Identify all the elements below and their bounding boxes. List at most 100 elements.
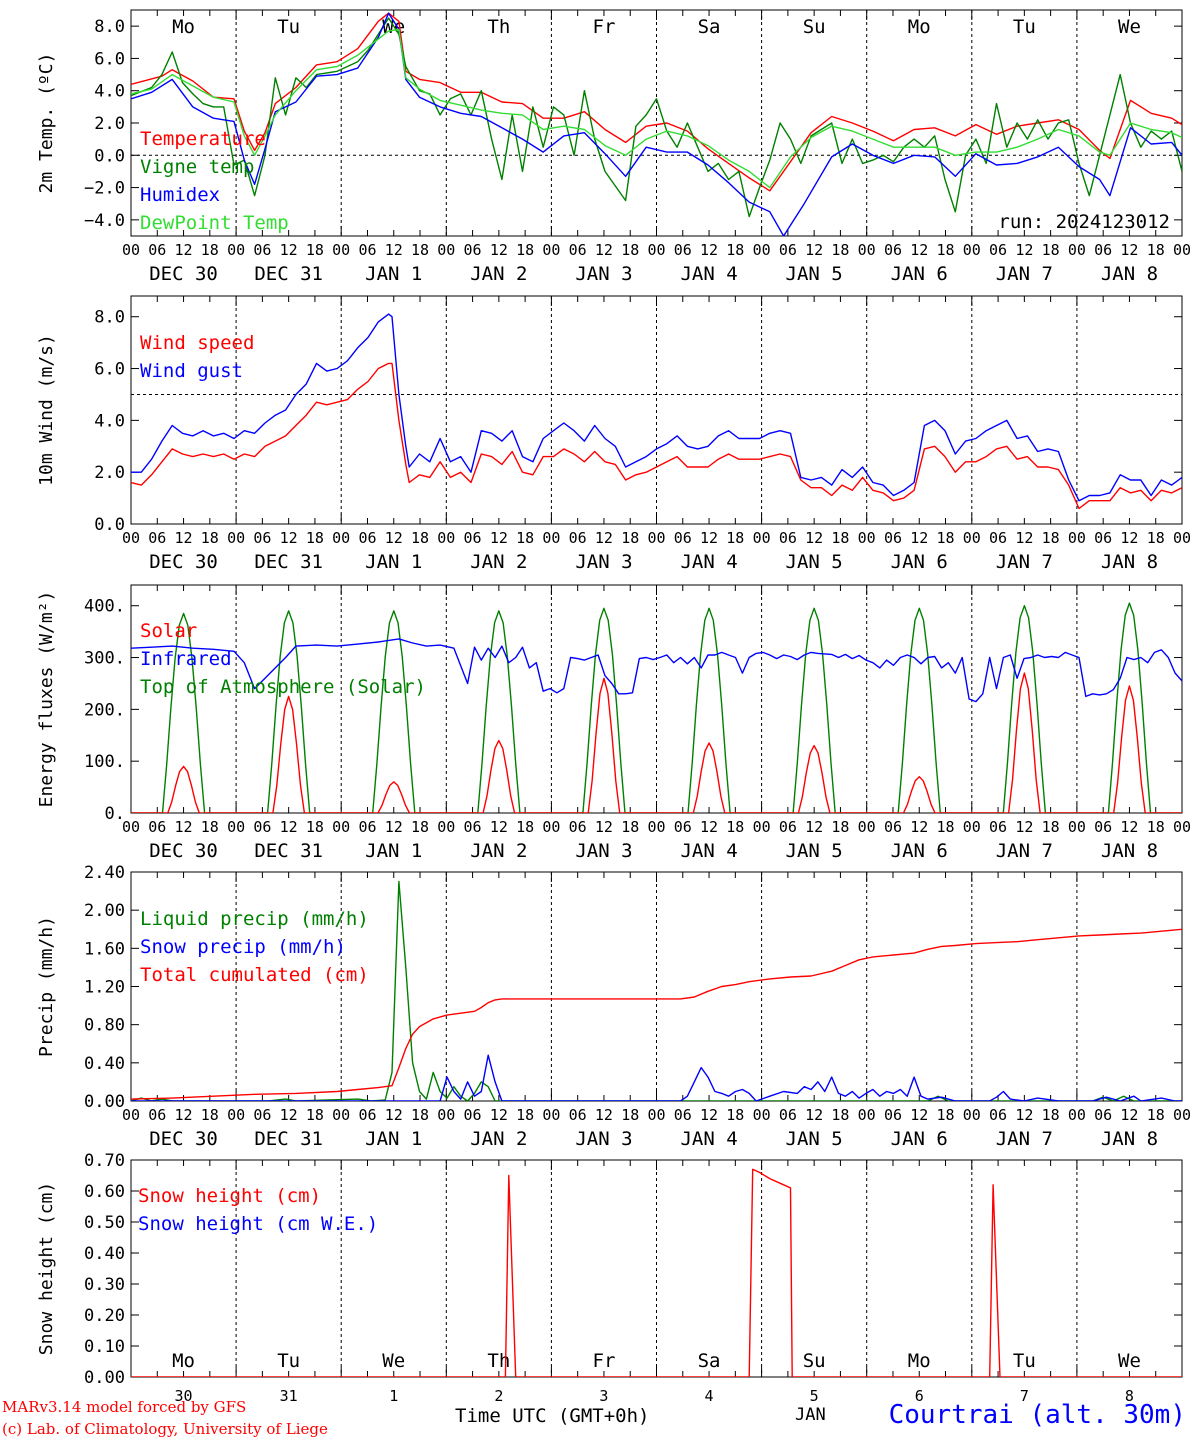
x-hour-label: 12 — [1015, 529, 1033, 547]
date-label: JAN 6 — [891, 551, 948, 573]
x-hour-label: 00 — [332, 241, 350, 259]
x-hour-label: 00 — [753, 529, 771, 547]
x-hour-label: 18 — [201, 818, 219, 836]
x-hour-label: 00 — [858, 1106, 876, 1124]
legend-entry: Infrared — [140, 648, 232, 670]
x-hour-label: 00 — [1173, 529, 1191, 547]
x-hour-label: 12 — [490, 529, 508, 547]
x-hour-label: 12 — [175, 818, 193, 836]
x-hour-label: 12 — [700, 818, 718, 836]
x-hour-label: 12 — [1120, 818, 1138, 836]
date-label: JAN 8 — [1101, 263, 1158, 285]
x-hour-label: 12 — [385, 1106, 403, 1124]
legend-entry: Snow precip (mm/h) — [140, 936, 346, 958]
y-tick-label: 0.30 — [84, 1275, 125, 1295]
series-group — [131, 313, 1182, 510]
date-label: JAN 4 — [680, 840, 737, 862]
x-hour-label: 18 — [831, 1106, 849, 1124]
y-tick-label: 0.80 — [84, 1016, 125, 1036]
x-hour-label: 18 — [1147, 1106, 1165, 1124]
x-hour-label: 06 — [148, 1106, 166, 1124]
x-hour-label: 12 — [490, 1106, 508, 1124]
day-name-label: Fr — [593, 1350, 616, 1372]
date-label: JAN 7 — [996, 551, 1053, 573]
x-hour-label: 00 — [332, 818, 350, 836]
x-hour-label: 06 — [464, 529, 482, 547]
date-label: JAN 6 — [891, 840, 948, 862]
date-label: JAN 7 — [996, 1128, 1053, 1150]
date-label: JAN 3 — [575, 840, 632, 862]
day-name-label: We — [1118, 16, 1141, 38]
x-hour-label: 18 — [726, 1106, 744, 1124]
x-hour-label: 06 — [148, 529, 166, 547]
infrared-line — [131, 638, 1182, 703]
x-hour-label: 00 — [858, 529, 876, 547]
legend-entry: Humidex — [140, 184, 220, 206]
x-hour-label: 06 — [253, 818, 271, 836]
x-hour-label: 18 — [1042, 1106, 1060, 1124]
day-name-label: Mo — [908, 16, 931, 38]
y-tick-label: 8.0 — [94, 308, 125, 328]
x-hour-label: 06 — [779, 818, 797, 836]
day-name-label: Th — [487, 1350, 510, 1372]
y-tick-label: 1.20 — [84, 978, 125, 998]
date-label: JAN 6 — [891, 1128, 948, 1150]
date-label: DEC 30 — [149, 1128, 218, 1150]
day-number-label: 5 — [810, 1387, 819, 1405]
x-hour-label: 00 — [753, 818, 771, 836]
date-label: JAN 8 — [1101, 551, 1158, 573]
x-hour-label: 12 — [1015, 818, 1033, 836]
date-label: JAN 5 — [786, 840, 843, 862]
x-hour-label: 18 — [1042, 818, 1060, 836]
day-name-label: We — [1118, 1350, 1141, 1372]
y-tick-label: 0.20 — [84, 1306, 125, 1326]
x-hour-label: 00 — [963, 529, 981, 547]
y-axis-label: Snow height (cm) — [36, 1182, 57, 1355]
date-label: DEC 31 — [254, 263, 323, 285]
x-hour-label: 06 — [779, 241, 797, 259]
y-tick-label: 6.0 — [94, 49, 125, 69]
date-label: JAN 3 — [575, 551, 632, 573]
date-label: DEC 30 — [149, 551, 218, 573]
series-line-vigne-temp — [131, 17, 1182, 218]
series-group — [131, 1168, 1182, 1377]
x-hour-label: 12 — [1120, 241, 1138, 259]
x-hour-label: 00 — [963, 241, 981, 259]
legend-entry: Wind gust — [140, 360, 243, 382]
day-number-label: 4 — [705, 1387, 714, 1405]
x-hour-label: 06 — [569, 1106, 587, 1124]
y-tick-label: 2.0 — [94, 463, 125, 483]
x-hour-label: 18 — [1042, 529, 1060, 547]
x-hour-label: 12 — [490, 241, 508, 259]
x-hour-label: 06 — [674, 818, 692, 836]
day-name-label: Su — [803, 1350, 826, 1372]
x-hour-label: 00 — [332, 1106, 350, 1124]
x-hour-label: 06 — [464, 241, 482, 259]
x-hour-label: 00 — [542, 1106, 560, 1124]
day-number-label: 1 — [389, 1387, 398, 1405]
day-number-label: 6 — [915, 1387, 924, 1405]
date-label: JAN 8 — [1101, 1128, 1158, 1150]
x-hour-label: 18 — [831, 818, 849, 836]
x-hour-label: 18 — [621, 529, 639, 547]
footer-copyright: (c) Lab. of Climatology, University of L… — [2, 1420, 328, 1438]
legend-entry: Vigne temp — [140, 156, 254, 178]
x-hour-label: 18 — [936, 241, 954, 259]
date-label: JAN 4 — [680, 551, 737, 573]
series-line-snow-precip-mm-h — [131, 1054, 1182, 1101]
day-name-label: Mo — [172, 1350, 195, 1372]
x-hour-label: 00 — [753, 1106, 771, 1124]
day-number-label: 30 — [175, 1387, 193, 1405]
x-hour-label: 06 — [1094, 241, 1112, 259]
x-hour-label: 00 — [437, 818, 455, 836]
x-hour-label: 00 — [122, 241, 140, 259]
date-label: JAN 7 — [996, 263, 1053, 285]
x-hour-label: 18 — [936, 818, 954, 836]
date-label: DEC 31 — [254, 1128, 323, 1150]
series-line-snow-height-cm — [131, 1168, 1182, 1377]
date-label: JAN 2 — [470, 551, 527, 573]
date-label: JAN 8 — [1101, 840, 1158, 862]
x-hour-label: 18 — [621, 241, 639, 259]
legend-entry: Snow height (cm W.E.) — [138, 1213, 378, 1235]
x-hour-label: 18 — [306, 1106, 324, 1124]
